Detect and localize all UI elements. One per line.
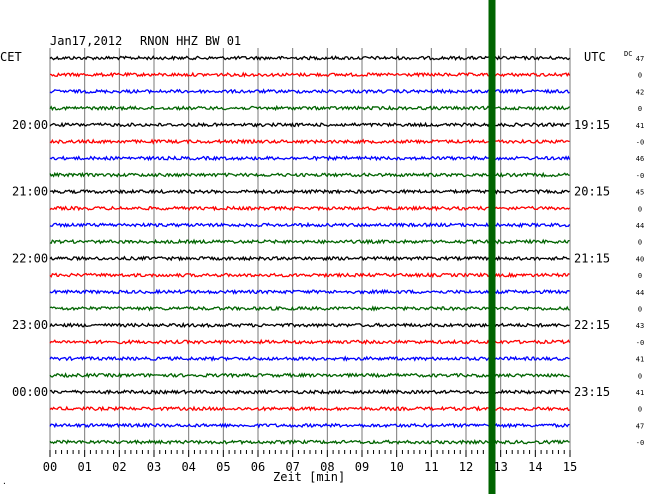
left-hour-label: 21:00 — [12, 185, 48, 199]
dc-value-label: 0 — [638, 205, 642, 213]
x-tick-label: 13 — [493, 460, 507, 474]
dc-value-label: 40 — [636, 255, 644, 263]
dc-value-label: -0 — [636, 439, 644, 447]
dc-value-label: 46 — [636, 155, 644, 163]
dc-value-label: 41 — [636, 389, 644, 397]
trace-line — [49, 221, 571, 229]
trace-line — [49, 288, 570, 295]
x-tick-label: 04 — [181, 460, 195, 474]
x-tick-label: 02 — [112, 460, 126, 474]
dc-value-label: -0 — [636, 139, 644, 147]
dc-value-label: 0 — [638, 239, 642, 247]
chart-date: Jan17,2012 — [50, 34, 122, 48]
chart-station: RNON HHZ BW 01 — [140, 34, 241, 48]
trace-line — [49, 71, 571, 78]
dc-value-label: 0 — [638, 272, 642, 280]
x-axis-label: Zeit [min] — [273, 470, 345, 484]
dc-value-label: 47 — [636, 55, 644, 63]
trace-line — [49, 305, 570, 312]
trace-line — [49, 355, 570, 362]
trace-line — [49, 104, 571, 112]
trace-line — [49, 255, 570, 262]
dc-value-label: 41 — [636, 122, 644, 130]
dc-value-label: 41 — [636, 356, 644, 364]
x-tick-label: 12 — [459, 460, 473, 474]
dc-value-label: 0 — [638, 306, 642, 314]
trace-line — [49, 155, 571, 162]
trace-line — [49, 271, 570, 279]
left-hour-label: 20:00 — [12, 118, 48, 132]
trace-group — [49, 55, 571, 446]
dc-value-label: 0 — [638, 372, 642, 380]
x-tick-label: 06 — [251, 460, 265, 474]
x-tick-label: 08 — [320, 460, 334, 474]
trace-line — [49, 121, 570, 128]
event-marker-group — [488, 0, 496, 494]
right-timezone-label: UTC — [584, 50, 606, 64]
trace-line — [49, 238, 570, 245]
x-tick-label: 05 — [216, 460, 230, 474]
trace-line — [49, 438, 570, 446]
dc-value-label: 44 — [636, 222, 644, 230]
dc-value-label: -0 — [636, 339, 644, 347]
x-tick-label: 07 — [285, 460, 299, 474]
trace-line — [49, 389, 571, 396]
right-hour-label: 23:15 — [574, 385, 610, 399]
left-hour-label: 00:00 — [12, 385, 48, 399]
x-tick-label: 11 — [424, 460, 438, 474]
x-tick-label: 15 — [563, 460, 577, 474]
trace-line — [49, 88, 570, 95]
corner-mark: . — [2, 477, 7, 486]
trace-line — [49, 422, 570, 429]
trace-line — [49, 372, 570, 379]
dc-value-label: 0 — [638, 105, 642, 113]
grid-lines — [49, 48, 571, 457]
trace-line — [49, 321, 570, 329]
dc-header-label: DC — [624, 50, 632, 58]
right-hour-label: 20:15 — [574, 185, 610, 199]
trace-line — [49, 188, 570, 195]
dc-value-label: 45 — [636, 189, 644, 197]
right-hour-label: 21:15 — [574, 251, 610, 265]
x-tick-label: 00 — [43, 460, 57, 474]
x-tick-label: 09 — [355, 460, 369, 474]
dc-value-label: 47 — [636, 422, 644, 430]
dc-value-label: 0 — [638, 406, 642, 414]
dc-value-label: 44 — [636, 289, 644, 297]
x-tick-label: 10 — [389, 460, 403, 474]
dc-value-label: 43 — [636, 322, 644, 330]
trace-line — [49, 171, 570, 178]
x-tick-label: 01 — [77, 460, 91, 474]
dc-value-label: 0 — [638, 72, 642, 80]
left-timezone-label: CET — [0, 50, 22, 64]
left-hour-label: 22:00 — [12, 251, 48, 265]
label-group: 00 01 02 03 04 05 06 07 08 09 10 11 12 13 14 1520:0021:… — [12, 55, 644, 474]
trace-line — [49, 55, 571, 61]
event-marker-bar — [488, 0, 496, 494]
dc-value-label: -0 — [636, 172, 644, 180]
trace-line — [49, 338, 571, 345]
trace-line — [49, 138, 570, 145]
trace-line — [49, 205, 571, 212]
left-hour-label: 23:00 — [12, 318, 48, 332]
x-tick-label: 03 — [147, 460, 161, 474]
right-hour-label: 19:15 — [574, 118, 610, 132]
dc-value-label: 42 — [636, 88, 644, 96]
x-tick-label: 14 — [528, 460, 542, 474]
right-hour-label: 22:15 — [574, 318, 610, 332]
trace-line — [49, 405, 570, 412]
